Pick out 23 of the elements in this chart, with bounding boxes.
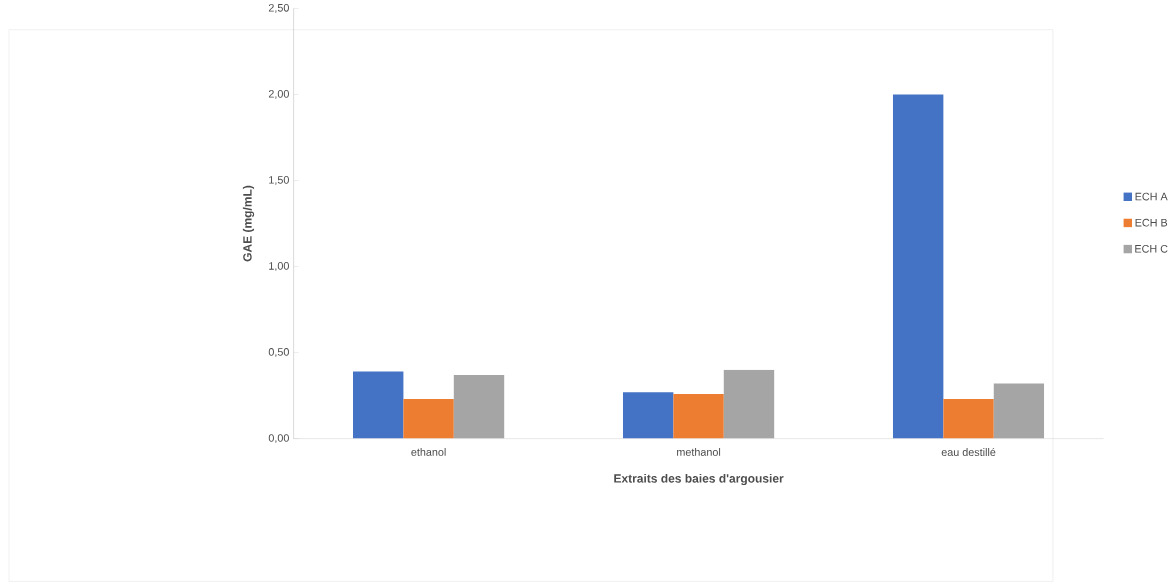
bar (622, 392, 674, 439)
legend-label: ECH C (1135, 244, 1168, 253)
bar (453, 374, 505, 439)
x-tick-label: ethanol (411, 447, 446, 456)
bar (892, 94, 944, 439)
bar (673, 393, 724, 439)
x-tick-label: eau destillé (941, 447, 996, 456)
bar (993, 383, 1045, 439)
x-tick-label: methanol (677, 447, 721, 456)
bar (943, 398, 994, 439)
legend-label: ECH A (1135, 192, 1168, 201)
y-tick-label: 0,00 (268, 434, 289, 443)
y-tick-label: 2,50 (268, 3, 289, 13)
legend-label: ECH B (1135, 218, 1168, 227)
bar (353, 371, 404, 439)
y-tick-label: 1,50 (269, 175, 289, 185)
bar (723, 369, 775, 439)
y-tick-label: 0,50 (268, 348, 289, 357)
y-tick-label: 2,00 (268, 89, 289, 99)
y-axis-title: GAE (mg/mL) (242, 185, 255, 262)
y-tick-label: 1,00 (269, 262, 289, 271)
x-axis-title: Extraits des baies d'argousier (614, 473, 784, 486)
bar (403, 398, 454, 439)
